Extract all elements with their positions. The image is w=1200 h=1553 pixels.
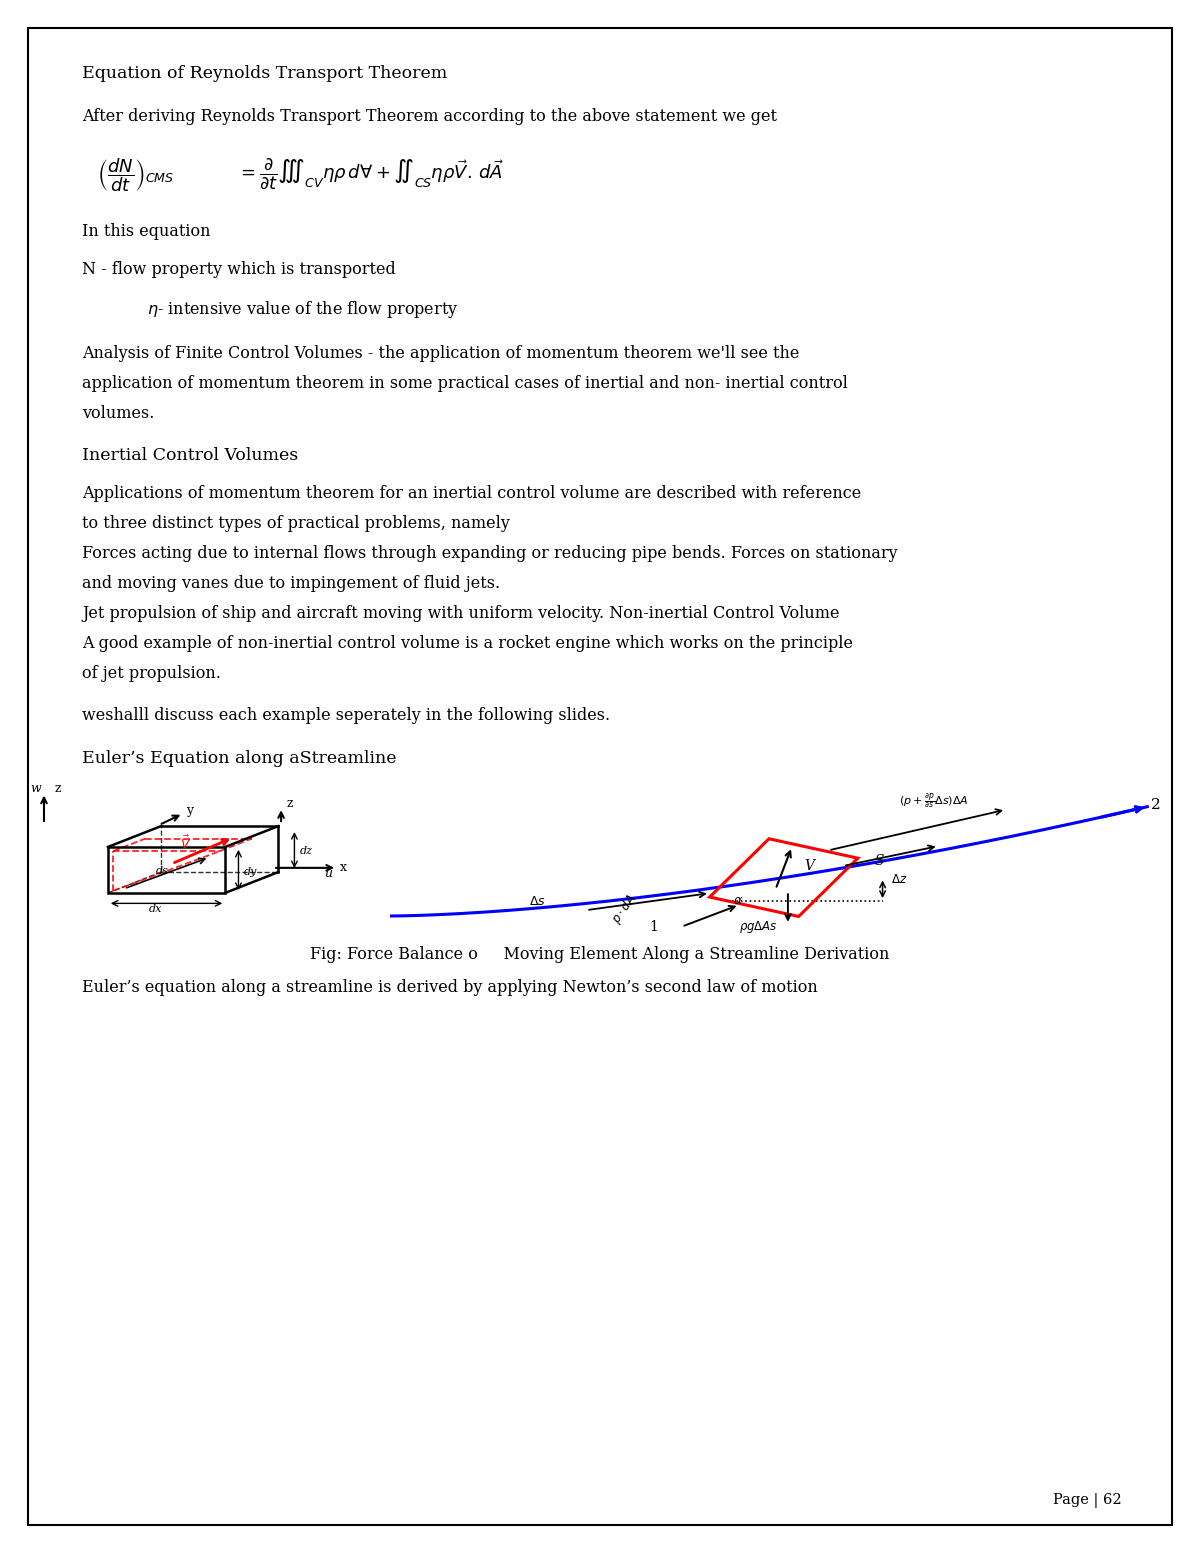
Text: and moving vanes due to impingement of fluid jets.: and moving vanes due to impingement of f… xyxy=(82,575,500,592)
Text: application of momentum theorem in some practical cases of inertial and non- ine: application of momentum theorem in some … xyxy=(82,374,848,391)
Text: $(p+\frac{\partial p}{\partial s}\Delta s)\Delta A$: $(p+\frac{\partial p}{\partial s}\Delta … xyxy=(899,792,968,811)
Text: 1: 1 xyxy=(649,919,658,933)
Text: Fig: Force Balance o     Moving Element Along a Streamline Derivation: Fig: Force Balance o Moving Element Alon… xyxy=(311,946,889,963)
Text: Jet propulsion of ship and aircraft moving with uniform velocity. Non-inertial C: Jet propulsion of ship and aircraft movi… xyxy=(82,606,840,623)
Text: Analysis of Finite Control Volumes - the application of momentum theorem we'll s: Analysis of Finite Control Volumes - the… xyxy=(82,345,799,362)
Text: After deriving Reynolds Transport Theorem according to the above statement we ge: After deriving Reynolds Transport Theore… xyxy=(82,109,778,124)
Text: $p \cdot dA$: $p \cdot dA$ xyxy=(607,890,641,927)
Text: Forces acting due to internal flows through expanding or reducing pipe bends. Fo: Forces acting due to internal flows thro… xyxy=(82,545,898,562)
Text: V: V xyxy=(804,859,815,873)
Text: w: w xyxy=(31,781,42,795)
Text: ds: ds xyxy=(156,867,169,876)
Text: Euler’s equation along a streamline is derived by applying Newton’s second law o: Euler’s equation along a streamline is d… xyxy=(82,978,817,995)
Text: y: y xyxy=(186,803,193,817)
Text: $\Delta s$: $\Delta s$ xyxy=(529,895,546,909)
Text: z: z xyxy=(55,781,61,795)
Text: N - flow property which is transported: N - flow property which is transported xyxy=(82,261,396,278)
Text: x: x xyxy=(340,860,347,874)
Text: $\vec{V}$: $\vec{V}$ xyxy=(180,836,191,853)
Text: A good example of non-inertial control volume is a rocket engine which works on : A good example of non-inertial control v… xyxy=(82,635,853,652)
Text: Equation of Reynolds Transport Theorem: Equation of Reynolds Transport Theorem xyxy=(82,65,448,82)
Text: In this equation: In this equation xyxy=(82,224,210,241)
Text: to three distinct types of practical problems, namely: to three distinct types of practical pro… xyxy=(82,516,510,533)
Text: $\eta$- intensive value of the flow property: $\eta$- intensive value of the flow prop… xyxy=(148,300,458,320)
Text: $\rho g \Delta A s$: $\rho g \Delta A s$ xyxy=(738,918,778,935)
Text: $\Delta z$: $\Delta z$ xyxy=(890,873,907,887)
Text: $\left(\dfrac{dN}{dt}\right)_{CMS}$: $\left(\dfrac{dN}{dt}\right)_{CMS}$ xyxy=(97,155,174,194)
Text: Euler’s Equation along aStreamline: Euler’s Equation along aStreamline xyxy=(82,750,396,767)
Text: z: z xyxy=(287,797,293,811)
Text: $\alpha$: $\alpha$ xyxy=(733,893,743,907)
Text: dx: dx xyxy=(149,904,162,913)
Text: weshalll discuss each example seperately in the following slides.: weshalll discuss each example seperately… xyxy=(82,707,610,724)
Text: S: S xyxy=(875,854,884,868)
Text: $= \dfrac{\partial}{\partial t}\iiint_{CV}\eta\rho\, d\forall + \iint_{CS}\eta\r: $= \dfrac{\partial}{\partial t}\iiint_{C… xyxy=(238,155,504,191)
Text: Applications of momentum theorem for an inertial control volume are described wi: Applications of momentum theorem for an … xyxy=(82,485,862,502)
Text: Inertial Control Volumes: Inertial Control Volumes xyxy=(82,447,299,464)
Text: Page | 62: Page | 62 xyxy=(1054,1492,1122,1508)
Text: 2: 2 xyxy=(1152,798,1162,812)
Text: u: u xyxy=(324,867,331,881)
Text: dz: dz xyxy=(300,846,313,856)
Text: dy: dy xyxy=(244,867,257,876)
Text: of jet propulsion.: of jet propulsion. xyxy=(82,665,221,682)
Text: volumes.: volumes. xyxy=(82,405,155,422)
